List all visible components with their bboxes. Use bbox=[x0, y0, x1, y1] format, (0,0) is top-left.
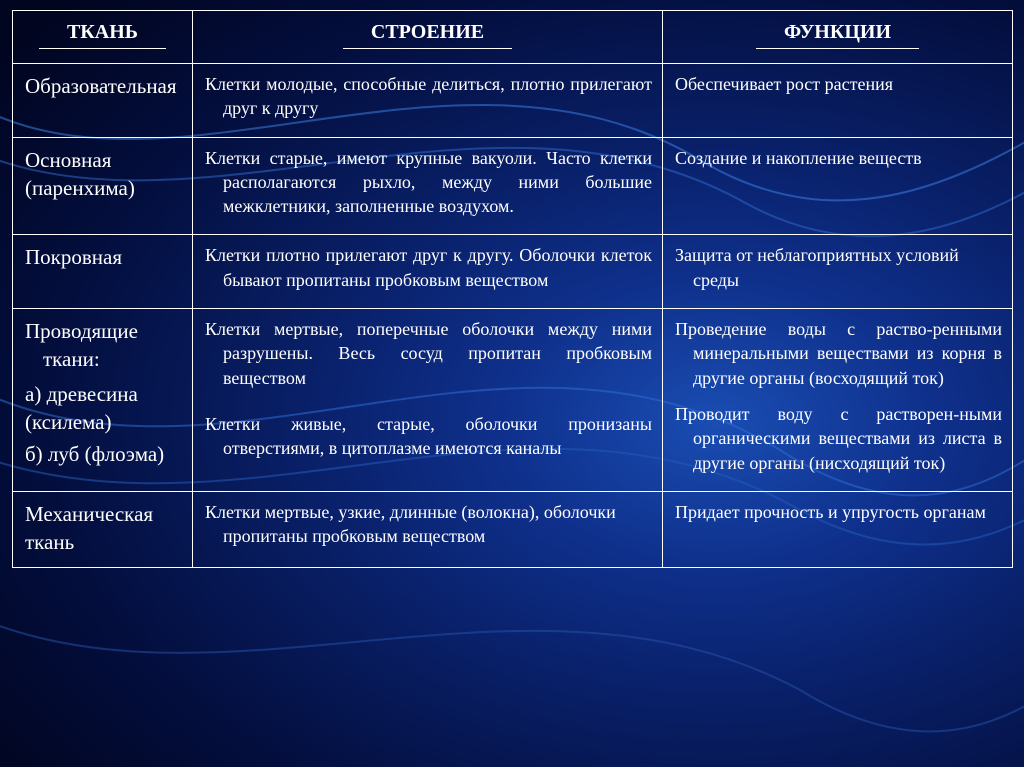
function-xylem: Проведение воды с раство-ренными минерал… bbox=[675, 317, 1002, 390]
cell-function-text: Защита от неблагоприятных условий среды bbox=[675, 243, 1002, 292]
cell-structure: Клетки старые, имеют крупные вакуоли. Ча… bbox=[193, 137, 663, 235]
cell-tissue: Образовательная bbox=[13, 64, 193, 138]
cell-function: Защита от неблагоприятных условий среды bbox=[663, 235, 1013, 309]
header-tissue-text: ТКАНЬ bbox=[39, 21, 166, 49]
cell-function-text: Обеспечивает рост растения bbox=[675, 72, 1002, 96]
conducting-title: Проводящие ткани: bbox=[25, 317, 182, 374]
tissue-table: ТКАНЬ СТРОЕНИЕ ФУНКЦИИ Образовательная К… bbox=[12, 10, 1013, 568]
cell-tissue: Покровная bbox=[13, 235, 193, 309]
cell-structure-text: Клетки старые, имеют крупные вакуоли. Ча… bbox=[205, 146, 652, 219]
cell-structure-text: Клетки мертвые, узкие, длинные (волокна)… bbox=[205, 500, 652, 549]
function-phloem: Проводит воду с растворен-ными органичес… bbox=[675, 402, 1002, 475]
cell-structure-text: Клетки молодые, способные делиться, плот… bbox=[205, 72, 652, 121]
cell-tissue: Механическая ткань bbox=[13, 491, 193, 567]
cell-structure: Клетки плотно прилегают друг к другу. Об… bbox=[193, 235, 663, 309]
table-row: Покровная Клетки плотно прилегают друг к… bbox=[13, 235, 1013, 309]
cell-structure: Клетки мертвые, узкие, длинные (волокна)… bbox=[193, 491, 663, 567]
header-structure: СТРОЕНИЕ bbox=[193, 11, 663, 64]
cell-function: Создание и накопление веществ bbox=[663, 137, 1013, 235]
cell-structure-text: Клетки плотно прилегают друг к другу. Об… bbox=[205, 243, 652, 292]
cell-tissue-conducting: Проводящие ткани: а) древесина (ксилема)… bbox=[13, 309, 193, 492]
table-row: Механическая ткань Клетки мертвые, узкие… bbox=[13, 491, 1013, 567]
table-row: Образовательная Клетки молодые, способны… bbox=[13, 64, 1013, 138]
cell-structure-conducting: Клетки мертвые, поперечные оболочки межд… bbox=[193, 309, 663, 492]
cell-function: Придает прочность и упругость органам bbox=[663, 491, 1013, 567]
cell-function-text: Создание и накопление веществ bbox=[675, 146, 1002, 170]
structure-xylem: Клетки мертвые, поперечные оболочки межд… bbox=[205, 317, 652, 390]
cell-tissue: Основная (паренхима) bbox=[13, 137, 193, 235]
cell-structure: Клетки молодые, способные делиться, плот… bbox=[193, 64, 663, 138]
header-functions-text: ФУНКЦИИ bbox=[756, 21, 919, 49]
header-tissue: ТКАНЬ bbox=[13, 11, 193, 64]
cell-function-conducting: Проведение воды с раство-ренными минерал… bbox=[663, 309, 1013, 492]
structure-phloem: Клетки живые, старые, оболочки пронизаны… bbox=[205, 412, 652, 461]
cell-function: Обеспечивает рост растения bbox=[663, 64, 1013, 138]
table-row: Основная (паренхима) Клетки старые, имею… bbox=[13, 137, 1013, 235]
conducting-xylem: а) древесина (ксилема) bbox=[25, 380, 182, 437]
table-row: Проводящие ткани: а) древесина (ксилема)… bbox=[13, 309, 1013, 492]
table-header-row: ТКАНЬ СТРОЕНИЕ ФУНКЦИИ bbox=[13, 11, 1013, 64]
conducting-phloem: б) луб (флоэма) bbox=[25, 440, 182, 468]
cell-function-text: Придает прочность и упругость органам bbox=[675, 500, 1002, 524]
header-structure-text: СТРОЕНИЕ bbox=[343, 21, 512, 49]
header-functions: ФУНКЦИИ bbox=[663, 11, 1013, 64]
